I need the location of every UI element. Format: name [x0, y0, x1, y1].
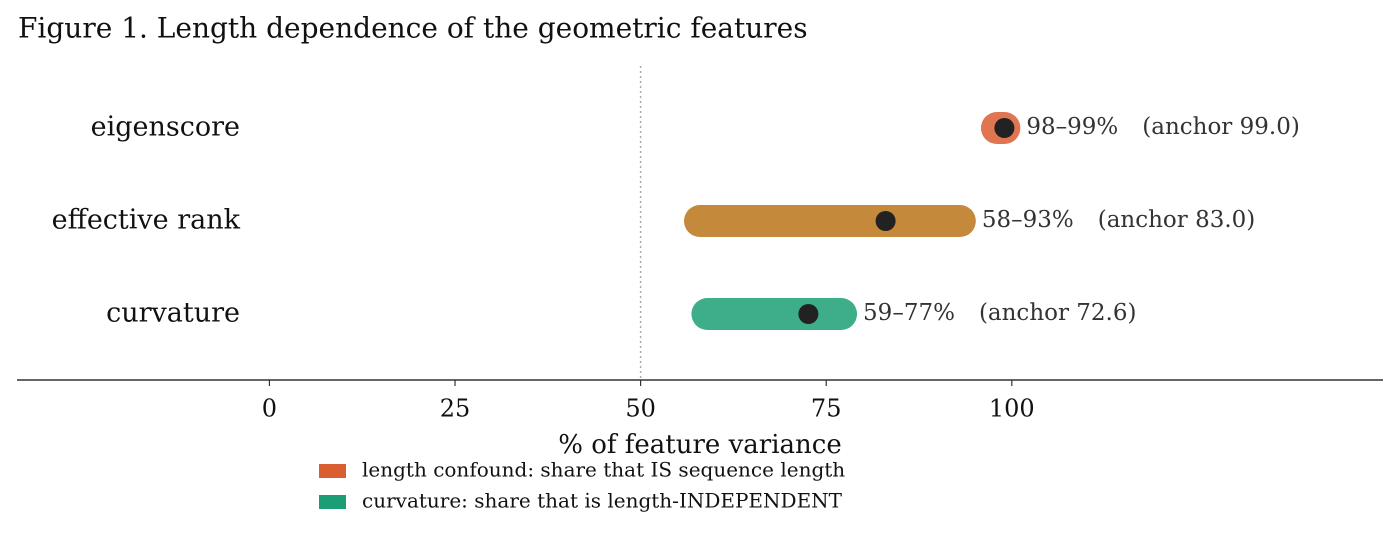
value-label: 59–77% (anchor 72.6) — [863, 300, 1136, 326]
anchor-label: (anchor 83.0) — [1098, 207, 1256, 233]
category-label: curvature — [106, 298, 240, 329]
anchor-dot — [994, 118, 1015, 138]
range-label: 59–77% — [863, 300, 955, 326]
x-axis-label: % of feature variance — [558, 430, 841, 460]
anchor-dot — [875, 211, 896, 231]
x-tick-label: 100 — [989, 395, 1035, 423]
x-tick-label: 75 — [811, 395, 842, 423]
anchor-label: (anchor 72.6) — [979, 300, 1137, 326]
x-tick-label: 50 — [625, 395, 656, 423]
legend-swatch — [319, 464, 346, 478]
legend-swatch — [319, 495, 346, 509]
anchor-label: (anchor 99.0) — [1142, 114, 1300, 140]
anchor-dot — [798, 304, 819, 324]
legend-label: curvature: share that is length-INDEPEND… — [362, 489, 843, 513]
x-tick-label: 0 — [262, 395, 277, 423]
value-label: 98–99% (anchor 99.0) — [1026, 114, 1299, 140]
category-label: eigenscore — [91, 112, 240, 143]
range-label: 58–93% — [982, 207, 1074, 233]
legend-label: length confound: share that IS sequence … — [362, 458, 845, 482]
value-label: 58–93% (anchor 83.0) — [982, 207, 1255, 233]
chart-title: Figure 1. Length dependence of the geome… — [18, 12, 808, 45]
x-tick-label: 25 — [440, 395, 471, 423]
category-label: effective rank — [52, 205, 241, 236]
range-label: 98–99% — [1026, 114, 1118, 140]
